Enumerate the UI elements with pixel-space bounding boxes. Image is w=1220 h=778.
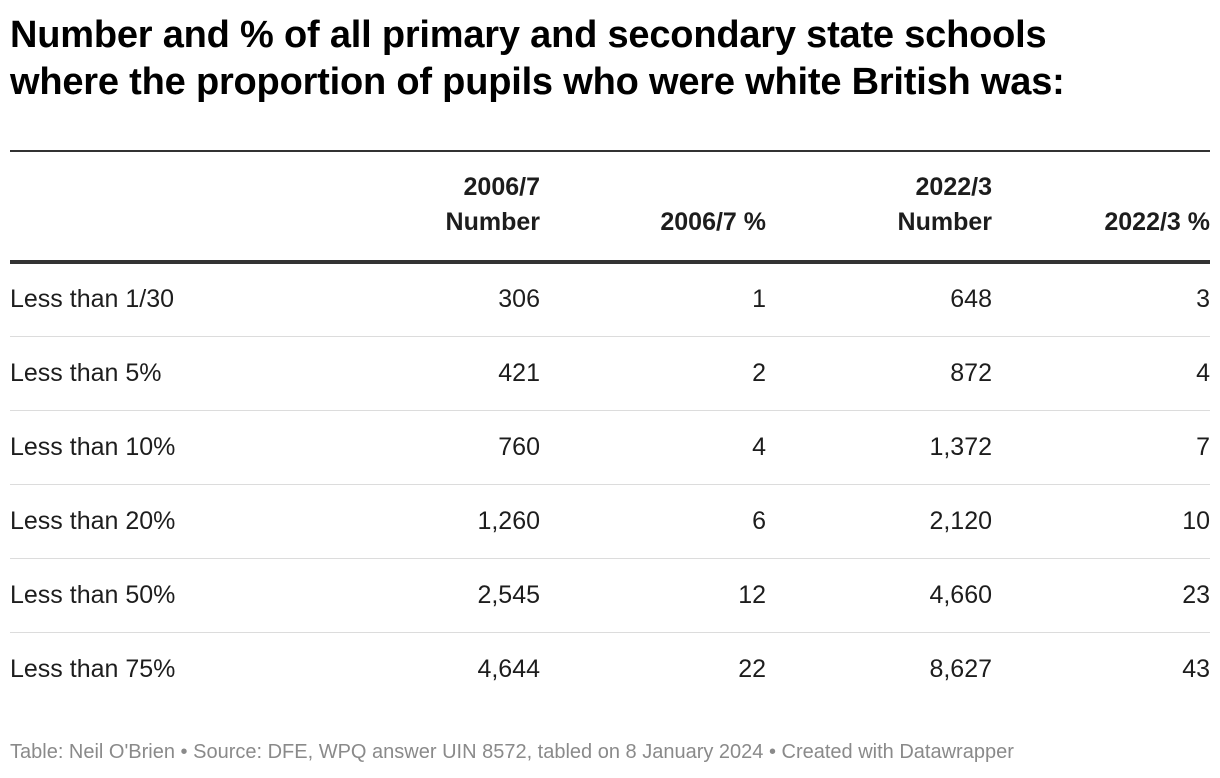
column-header-2006-number-line-1: 2006/7 [463, 173, 540, 201]
cell-2006-number: 306 [498, 285, 540, 314]
column-header-label [10, 151, 310, 262]
column-header-2022-number: 2022/3 Number [766, 151, 992, 262]
table-body: Less than 1/30 306 1 648 3 Less than 5% … [10, 262, 1210, 706]
chart-footer: Table: Neil O'Brien • Source: DFE, WPQ a… [10, 741, 1014, 763]
cell-2022-percent: 7 [1196, 432, 1210, 461]
cell-2022-number: 2,120 [929, 506, 992, 535]
cell-2006-percent: 6 [752, 506, 766, 535]
row-label-cell: Less than 50% [10, 580, 176, 609]
chart-title-line-2: where the proportion of pupils who were … [10, 61, 1065, 103]
column-header-2006-percent: 2006/7 % [540, 151, 766, 262]
cell-2022-percent: 43 [1182, 654, 1210, 683]
row-label-cell: Less than 10% [10, 432, 176, 461]
cell-2006-number: 1,260 [477, 506, 540, 535]
table-row: Less than 20% 1,260 6 2,120 10 [10, 484, 1210, 558]
cell-2022-percent: 23 [1182, 580, 1210, 609]
column-header-2022-percent-line-1: 2022/3 % [1104, 208, 1210, 236]
table-row: Less than 10% 760 4 1,372 7 [10, 410, 1210, 484]
cell-2006-number: 2,545 [477, 580, 540, 609]
cell-2006-number: 760 [498, 432, 540, 461]
cell-2022-number: 4,660 [929, 580, 992, 609]
row-label-cell: Less than 75% [10, 654, 176, 683]
table-row: Less than 75% 4,644 22 8,627 43 [10, 632, 1210, 706]
table-row: Less than 50% 2,545 12 4,660 23 [10, 558, 1210, 632]
cell-2022-number: 8,627 [929, 654, 992, 683]
column-header-2022-percent: 2022/3 % [992, 151, 1210, 262]
row-label-cell: Less than 1/30 [10, 285, 175, 314]
column-header-2006-percent-line-1: 2006/7 % [660, 208, 766, 236]
cell-2006-percent: 1 [752, 285, 766, 314]
cell-2006-percent: 12 [738, 580, 766, 609]
cell-2006-percent: 2 [752, 358, 766, 387]
cell-2022-percent: 4 [1196, 358, 1210, 387]
table-header: 2006/7 Number 2006/7 % 2022/3 Number 202… [10, 151, 1210, 262]
cell-2006-number: 4,644 [477, 654, 540, 683]
column-header-2006-number: 2006/7 Number [310, 151, 540, 262]
row-label-cell: Less than 5% [10, 358, 162, 387]
cell-2022-number: 1,372 [929, 432, 992, 461]
cell-2022-percent: 3 [1196, 285, 1210, 314]
table-row: Less than 5% 421 2 872 4 [10, 336, 1210, 410]
column-header-2022-number-line-1: 2022/3 [915, 173, 992, 201]
cell-2022-number: 872 [950, 358, 992, 387]
cell-2022-percent: 10 [1182, 506, 1210, 535]
table-row: Less than 1/30 306 1 648 3 [10, 262, 1210, 336]
chart-container: Number and % of all primary and secondar… [10, 12, 1210, 683]
column-header-2022-number-line-2: Number [897, 208, 992, 236]
chart-title-line-1: Number and % of all primary and secondar… [10, 14, 1047, 56]
cell-2006-number: 421 [498, 358, 540, 387]
data-table: 2006/7 Number 2006/7 % 2022/3 Number 202… [10, 150, 1210, 706]
column-header-2006-number-line-2: Number [445, 208, 540, 236]
cell-2006-percent: 4 [752, 432, 766, 461]
header-row: 2006/7 Number 2006/7 % 2022/3 Number 202… [10, 151, 1210, 262]
cell-2022-number: 648 [950, 285, 992, 314]
row-label-cell: Less than 20% [10, 506, 176, 535]
cell-2006-percent: 22 [738, 654, 766, 683]
chart-title: Number and % of all primary and secondar… [10, 12, 1210, 106]
